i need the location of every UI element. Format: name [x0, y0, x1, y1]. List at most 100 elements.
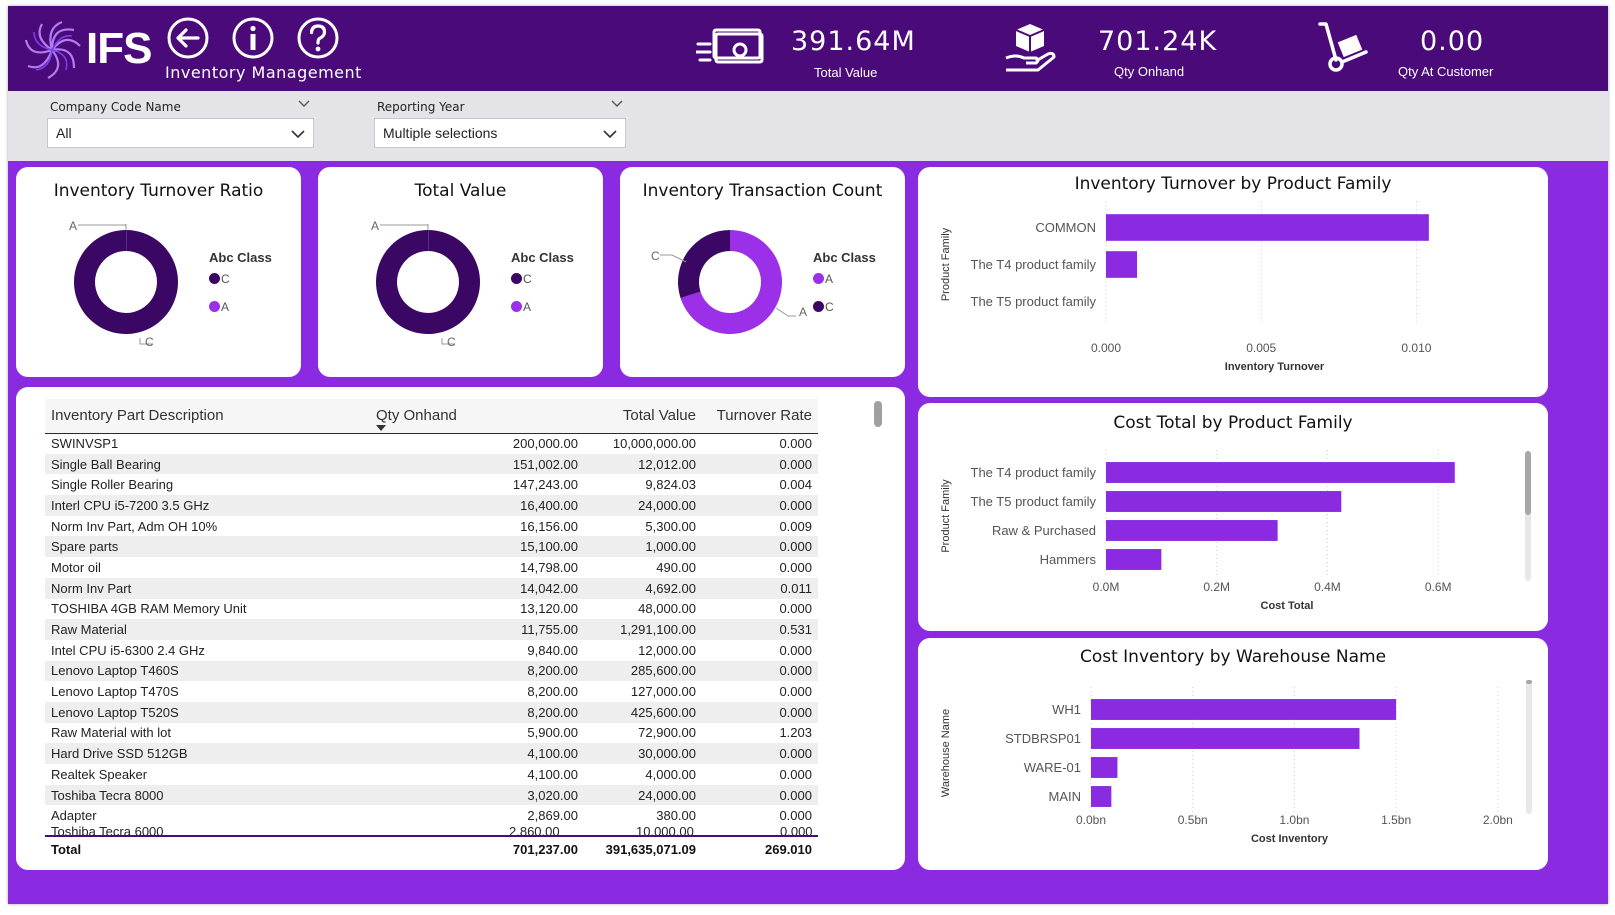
bar[interactable] — [1106, 251, 1138, 278]
cost-total-by-family-card: Cost Total by Product Family 0.0M 0.2M 0.4… — [918, 403, 1548, 631]
kpi-qty-at-customer: 0.00 — [1420, 26, 1485, 57]
bar[interactable] — [1106, 549, 1162, 570]
kpi-qty-onhand-label: Qty Onhand — [1114, 64, 1185, 79]
cell-turnover-rate: 0.000 — [702, 495, 818, 516]
cell-qty-onhand: 9,840.00 — [527, 642, 578, 658]
legend-item-label: A — [825, 272, 834, 286]
legend-item-a[interactable]: A — [209, 300, 229, 314]
column-header-turnover-rate[interactable]: Turnover Rate — [702, 399, 818, 434]
donut-label-c: C — [145, 335, 154, 349]
x-tick-label: 0.5bn — [1178, 813, 1208, 827]
donut-title: Total Value — [414, 181, 507, 201]
legend-item-c[interactable]: C — [209, 272, 230, 286]
cell-qty-onhand: 5,900.00 — [527, 725, 578, 741]
legend-title: Abc Class — [209, 250, 272, 265]
column-header-qty-onhand[interactable]: Qty Onhand — [370, 399, 584, 434]
table-row[interactable]: Realtek Speaker 4,100.00 4,000.00 0.000 — [45, 764, 818, 785]
table-row[interactable]: Hard Drive SSD 512GB 4,100.00 30,000.00 0.0… — [45, 743, 818, 764]
legend-item-a[interactable]: A — [511, 300, 531, 314]
chart-scrollbar-thumb[interactable] — [1525, 451, 1531, 515]
cell-qty-onhand: 8,200.00 — [527, 684, 578, 700]
category-label: The T5 product family — [971, 494, 1097, 509]
cell-total-value: 1,000.00 — [584, 536, 702, 558]
cell-description: Lenovo Laptop T470S — [51, 684, 179, 700]
donut-chart[interactable] — [660, 212, 800, 352]
legend-item-c[interactable]: C — [511, 272, 532, 286]
cell-description: Norm Inv Part — [45, 577, 370, 599]
table-row[interactable]: Spare parts 15,100.00 1,000.00 0.000 — [45, 536, 818, 558]
legend-title: Abc Class — [511, 250, 574, 265]
chevron-down-icon[interactable] — [298, 99, 310, 109]
table-row[interactable]: Single Roller Bearing 147,243.00 9,824.03 0… — [45, 474, 818, 495]
table-row[interactable]: Toshiba Tecra 8000 3,020.00 24,000.00 0.000 — [45, 784, 818, 806]
cost-by-warehouse-card: Cost Inventory by Warehouse Name 0.0bn 0.… — [918, 638, 1548, 870]
chart-title: Cost Inventory by Warehouse Name — [1079, 647, 1387, 667]
cell-total-value: 48,000.00 — [638, 601, 696, 617]
cell-description: Motor oil — [51, 559, 101, 575]
donut-title: Inventory Turnover Ratio — [53, 181, 264, 201]
donut-chart[interactable] — [358, 212, 498, 352]
x-axis-title: Cost Inventory — [1251, 833, 1329, 845]
table-row[interactable]: Raw Material 11,755.00 1,291,100.00 0.531 — [45, 619, 818, 640]
chevron-down-icon — [603, 130, 617, 139]
bar[interactable] — [1106, 462, 1455, 483]
table-viewport: Inventory Part Description Qty Onhand To… — [45, 399, 818, 861]
legend-dot — [209, 273, 220, 284]
cell-turnover-rate: 0.531 — [702, 619, 818, 640]
table-row[interactable]: Lenovo Laptop T460S 8,200.00 285,600.00 0.0… — [45, 660, 818, 682]
cell-description: Spare parts — [45, 536, 370, 558]
donut-label-c: C — [651, 249, 660, 263]
bar[interactable] — [1091, 728, 1360, 749]
table-row[interactable]: Interl CPU i5-7200 3.5 GHz 16,400.00 24,00… — [45, 495, 818, 516]
turnover-bar-chart: 0.000 0.005 0.010 COMMON The T4 product fami… — [940, 201, 1432, 373]
cell-description: Lenovo Laptop T460S — [45, 660, 370, 682]
legend-item-a[interactable]: A — [813, 272, 833, 286]
cell-description: Intel CPU i5-6300 2.4 GHz — [51, 642, 205, 658]
table-scrollbar[interactable] — [874, 401, 882, 427]
cell-turnover-rate: 1.203 — [779, 725, 812, 741]
bar[interactable] — [1091, 699, 1397, 720]
bar[interactable] — [1091, 757, 1118, 778]
reporting-year-dropdown[interactable]: Multiple selections — [374, 118, 626, 148]
cell-qty-onhand: 14,042.00 — [370, 577, 584, 599]
table-row[interactable]: SWINVSP1 200,000.00 10,000,000.00 0.000 — [45, 433, 818, 454]
bar[interactable] — [1106, 491, 1342, 512]
column-header-description[interactable]: Inventory Part Description — [45, 399, 370, 434]
table-row[interactable]: TOSHIBA 4GB RAM Memory Unit 13,120.00 48,0… — [45, 599, 818, 620]
table-row[interactable]: Intel CPU i5-6300 2.4 GHz 9,840.00 12,000.… — [45, 640, 818, 661]
bar[interactable] — [1091, 786, 1112, 807]
chart-scrollbar-track[interactable] — [1525, 451, 1531, 581]
table-row[interactable]: Single Ball Bearing 151,002.00 12,012.00 0.… — [45, 453, 818, 475]
dashboard: IFS Inventory Management — [8, 6, 1608, 904]
chevron-down-icon[interactable] — [611, 99, 623, 109]
table-row[interactable]: Raw Material with lot 5,900.00 72,900.00 1.… — [45, 723, 818, 744]
brand-name: IFS — [86, 24, 152, 73]
back-arrow-icon[interactable] — [166, 16, 210, 60]
donut-label-a: A — [799, 305, 808, 319]
donut-slice-c — [678, 230, 730, 299]
cell-turnover-rate: 0.000 — [702, 701, 818, 723]
info-icon[interactable] — [231, 16, 275, 60]
legend-item-c[interactable]: C — [813, 300, 834, 314]
cell-total-value: 380.00 — [656, 808, 696, 824]
table-row[interactable]: Motor oil 14,798.00 490.00 0.000 — [45, 557, 818, 578]
table-row[interactable]: Lenovo Laptop T470S 8,200.00 127,000.00 0.0… — [45, 681, 818, 702]
bar[interactable] — [1106, 214, 1429, 241]
total-turnover-rate: 269.010 — [765, 842, 812, 857]
company-code-dropdown[interactable]: All — [47, 118, 314, 148]
cost-warehouse-bar-chart: 0.0bn 0.5bn 1.0bn 1.5bn 2.0bn WH1 STDBRSP01 WAR… — [940, 687, 1513, 845]
legend-item-label: A — [523, 300, 532, 314]
help-icon[interactable] — [296, 16, 340, 60]
table-row[interactable]: Lenovo Laptop T520S 8,200.00 425,600.00 0.0… — [45, 701, 818, 723]
category-label: Raw & Purchased — [992, 523, 1096, 538]
chart-scrollbar-track[interactable] — [1526, 680, 1532, 814]
table-row[interactable]: Norm Inv Part, Adm OH 10% 16,156.00 5,300.… — [45, 516, 818, 537]
donut-chart[interactable] — [56, 212, 196, 352]
chart-scrollbar-thumb[interactable] — [1526, 680, 1532, 684]
bar[interactable] — [1106, 520, 1278, 541]
x-tick-label: 0.0M — [1093, 580, 1120, 594]
cell-total-value: 127,000.00 — [630, 684, 696, 700]
column-header-total-value[interactable]: Total Value — [584, 399, 702, 434]
table-row[interactable]: Norm Inv Part 14,042.00 4,692.00 0.011 — [45, 577, 818, 599]
table-row[interactable]: Adapter 2,869.00 380.00 0.000 — [45, 805, 818, 826]
